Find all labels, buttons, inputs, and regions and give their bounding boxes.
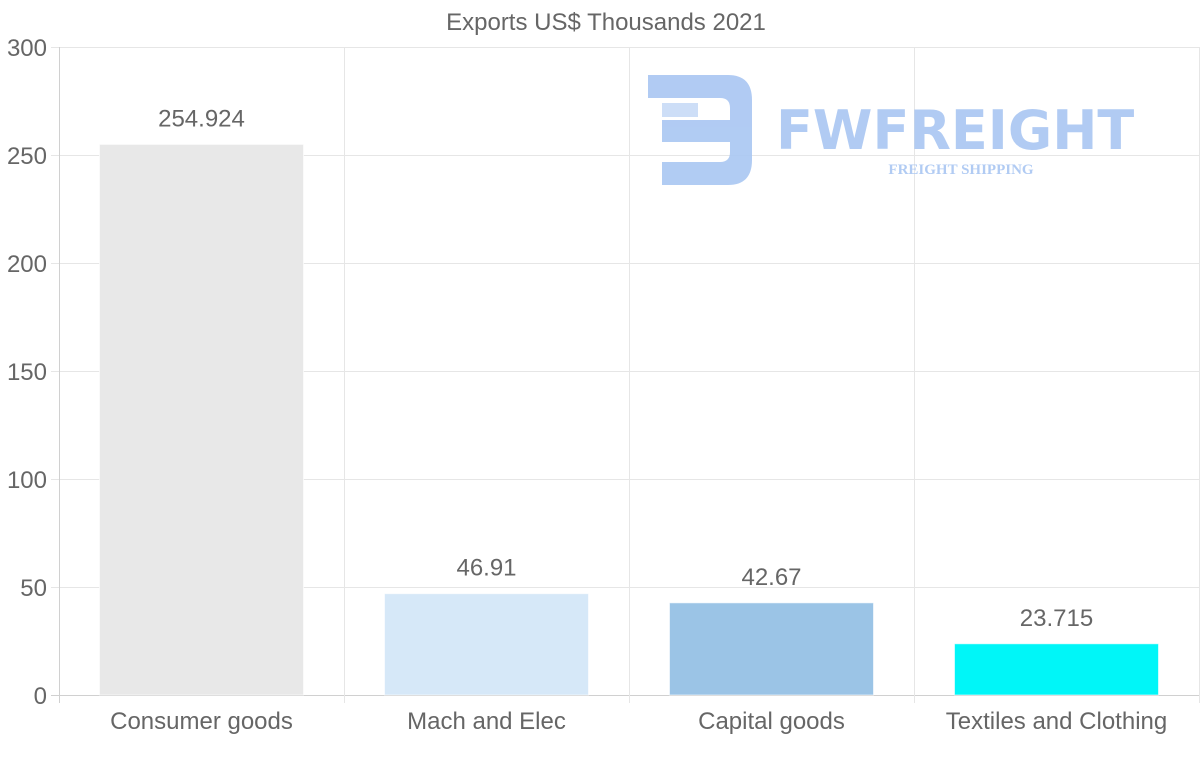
x-category-label: Consumer goods — [110, 708, 293, 735]
y-tick-label: 250 — [7, 143, 47, 170]
bar — [99, 143, 304, 696]
y-tick-label: 150 — [7, 359, 47, 386]
bar-value-label: 23.715 — [1020, 605, 1093, 632]
y-axis-ticks: 0 50 100 150 200 250 300 — [7, 35, 47, 710]
bars — [99, 143, 1159, 696]
bar — [954, 643, 1159, 696]
y-tick-label: 100 — [7, 467, 47, 494]
y-tick-label: 50 — [20, 575, 47, 602]
watermark-tagline: FREIGHT SHIPPING — [888, 162, 1033, 178]
bar-value-label: 46.91 — [456, 555, 516, 582]
x-category-label: Textiles and Clothing — [946, 708, 1167, 735]
bar-value-label: 42.67 — [741, 564, 801, 591]
watermark-brand-name: FWFREIGHT — [776, 99, 1134, 162]
watermark-logo: FWFREIGHT FREIGHT SHIPPING — [648, 75, 1134, 185]
data-labels: 254.924 46.91 42.67 23.715 — [158, 105, 1093, 631]
y-tick-label: 200 — [7, 251, 47, 278]
bar — [384, 593, 589, 696]
chart-title: Exports US$ Thousands 2021 — [446, 9, 766, 36]
x-category-label: Capital goods — [698, 708, 845, 735]
y-tick-label: 300 — [7, 35, 47, 62]
bar-value-label: 254.924 — [158, 105, 245, 132]
y-tick-label: 0 — [34, 683, 47, 710]
x-axis-categories: Consumer goods Mach and Elec Capital goods… — [110, 708, 1167, 735]
bar — [669, 602, 874, 696]
x-category-label: Mach and Elec — [407, 708, 566, 735]
fwfreight-logo-icon — [648, 75, 752, 185]
